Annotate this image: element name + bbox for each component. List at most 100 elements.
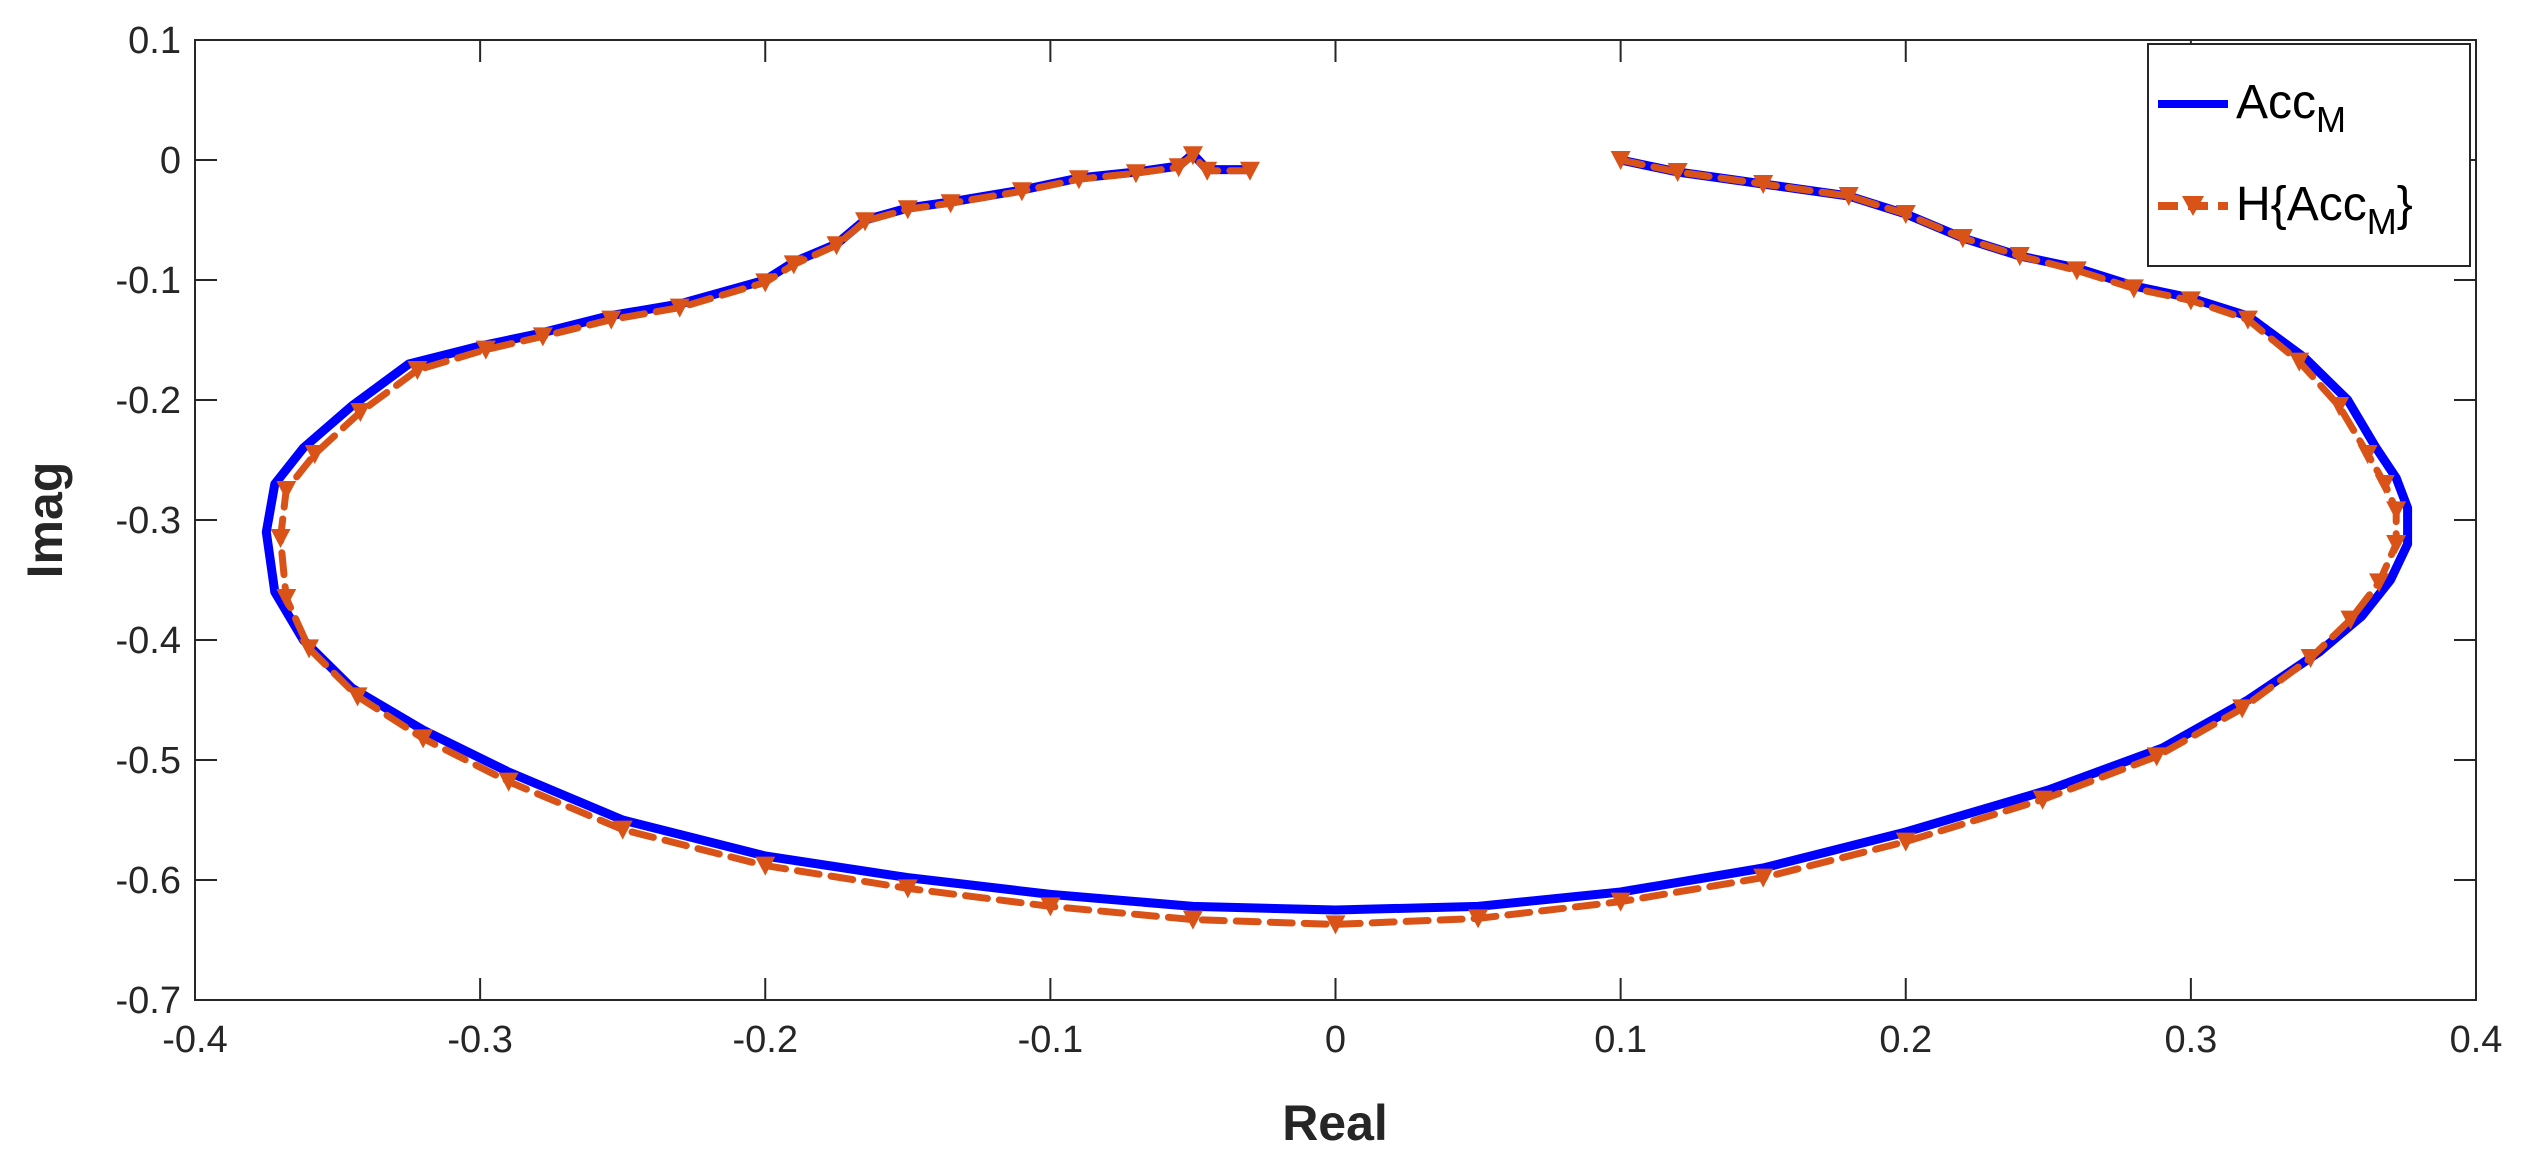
x-tick-label: 0 [1325,1019,1346,1061]
y-tick-label: -0.7 [116,980,181,1022]
x-tick-label: -0.3 [447,1019,512,1061]
series-marker [940,194,961,214]
legend-label-h-acc-m-main: H{Acc [2236,178,2367,231]
series-marker [2329,397,2350,416]
legend-label-h-acc-m-suffix: } [2397,178,2413,231]
series-marker [2009,247,2030,266]
x-tick: -0.2 [733,40,798,1061]
y-tick: -0.5 [116,740,2476,782]
legend-box [2147,43,2471,267]
x-tick: -0.1 [1018,40,1083,1061]
series-marker [669,298,690,318]
x-tick: 0 [1325,40,1346,1061]
x-tick-label: 0.4 [2450,1019,2503,1061]
series-marker [1667,163,1688,182]
y-tick: -0.2 [116,380,2476,422]
series-marker [350,403,371,422]
series-marker [475,340,496,360]
series-marker [1838,187,1859,206]
x-tick-label: -0.2 [733,1019,798,1061]
series-marker [1325,915,1346,935]
series-marker [1753,175,1774,194]
y-tick: -0.6 [116,860,2476,902]
series-marker [1753,868,1774,888]
y-axis-label: Imag [17,462,73,579]
y-tick: -0.1 [116,260,2476,302]
y-tick-label: 0 [160,140,181,182]
series-marker [2386,535,2407,554]
y-tick: -0.3 [116,500,2476,542]
y-tick: -0.7 [116,980,2476,1022]
series-marker [1011,182,1032,202]
series-marker [1952,229,1973,248]
series-marker [2146,747,2167,767]
series-marker [2300,649,2321,668]
series-marker [1895,205,1916,224]
series-marker [1610,892,1631,912]
y-tick-label: 0.1 [128,20,181,62]
y-tick: -0.4 [116,620,2476,662]
series-marker [413,729,434,749]
series-marker [601,310,622,330]
series-marker [2289,352,2310,372]
series-marker [276,589,297,608]
series-marker [1168,158,1189,178]
series-marker [755,273,776,293]
series-marker [498,772,519,792]
x-tick-label: -0.4 [162,1019,227,1061]
y-tick: 0.1 [128,20,2476,62]
legend-label-h-acc-m: H{AccM} [2236,178,2413,242]
series-marker [1125,164,1146,184]
series-marker [1182,146,1203,166]
x-tick: 0.2 [1879,40,1932,1061]
series-marker [755,856,776,876]
x-tick: 0.1 [1594,40,1647,1061]
series-layer [261,146,2413,935]
series-marker [897,200,918,220]
x-axis-label: Real [1282,1095,1388,1151]
y-tick-label: -0.2 [116,380,181,422]
x-tick: -0.3 [447,40,513,1061]
legend: AccM H{AccM} [2147,43,2471,267]
series-line-1 [277,151,2400,928]
x-tick-label: 0.1 [1594,1019,1647,1061]
series-marker [1468,909,1489,929]
series-marker [2386,501,2407,521]
series-marker [2066,261,2087,281]
series-marker [2340,610,2361,630]
x-tick-label: 0.2 [1879,1019,1932,1061]
x-tick: -0.4 [162,40,228,1061]
series-marker [532,327,553,347]
series-marker [855,212,876,232]
series-marker [1610,151,1631,170]
legend-marker-h-acc-m [2182,196,2204,216]
series-marker [612,820,633,840]
series-marker [783,255,804,275]
y-tick-label: -0.6 [116,860,181,902]
series-marker [2232,699,2253,719]
legend-label-h-acc-m-sub: M [2367,201,2397,242]
series-marker [304,445,325,464]
y-tick-label: -0.4 [116,620,181,662]
y-tick-label: -0.3 [116,500,181,542]
plot-background [195,40,2476,1000]
series-marker [2374,475,2395,494]
series-marker [1040,897,1061,917]
series-marker [2357,445,2378,464]
series-marker [1068,170,1089,190]
series-marker [276,481,297,500]
legend-label-acc-m-sub: M [2316,99,2346,140]
series-marker [826,236,847,256]
legend-label-acc-m-main: Acc [2236,76,2316,129]
x-tick-label: 0.3 [2164,1019,2217,1061]
series-marker [1895,832,1916,852]
series-marker [2123,279,2144,299]
series-marker [347,687,368,707]
series-marker [2237,310,2258,330]
series-marker [2032,790,2053,810]
series-marker [1182,910,1203,930]
series-marker [897,879,918,899]
series-marker [2369,573,2390,593]
x-tick-label: -0.1 [1018,1019,1083,1061]
